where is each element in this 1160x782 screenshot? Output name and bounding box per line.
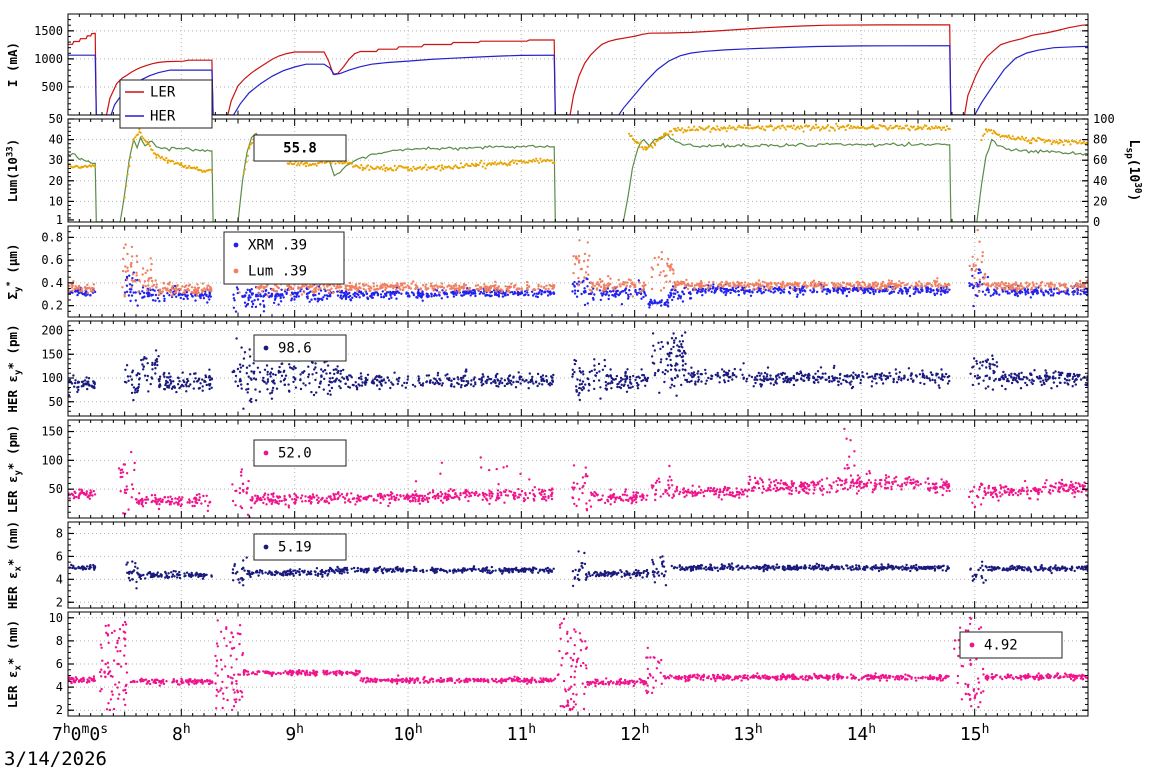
ticks	[67, 419, 1089, 519]
series-LER	[68, 24, 1088, 115]
annotation-ler-ey-stat: 52.0	[253, 439, 347, 467]
series-Lum	[68, 132, 1088, 222]
svg-text:30: 30	[49, 153, 63, 167]
gridlines	[68, 14, 1088, 115]
svg-text:80: 80	[1093, 133, 1107, 147]
annotation-ler-ex-stat: 4.92	[959, 631, 1063, 659]
svg-text:1500: 1500	[34, 24, 63, 38]
series-LumSize	[68, 226, 1088, 298]
svg-text:Σy* (μm): Σy* (μm)	[5, 243, 24, 299]
svg-text:0: 0	[1093, 215, 1100, 229]
svg-text:0.2: 0.2	[41, 299, 63, 313]
svg-text:40: 40	[1093, 174, 1107, 188]
svg-text:I (mA): I (mA)	[5, 42, 20, 87]
series-HERex	[68, 550, 1088, 590]
panel-sigma-y: 0.2 0.4 0.6 0.8 Σy* (μm)	[5, 225, 1089, 318]
ticks	[67, 13, 1089, 116]
series-HERey	[68, 321, 1088, 410]
gridlines	[68, 522, 1088, 608]
ticks	[67, 521, 1089, 609]
svg-text:1: 1	[56, 213, 63, 227]
svg-text:50: 50	[49, 112, 63, 126]
series-layer	[68, 122, 1088, 222]
series-layer	[68, 550, 1088, 590]
series-LERex	[68, 616, 1088, 712]
svg-text:0.6: 0.6	[41, 253, 63, 267]
series-layer	[68, 321, 1088, 410]
svg-text:1000: 1000	[34, 52, 63, 66]
svg-text:10: 10	[49, 194, 63, 208]
gridlines	[68, 321, 1088, 416]
ticks	[67, 320, 1089, 417]
svg-text:Lsp(1030): Lsp(1030)	[1123, 140, 1143, 202]
panel-luminosity: 1 10 20 30 40 50 0 20 40 60 80 100 Lsp(1030) Lum(1033…	[5, 112, 1143, 229]
svg-text:100: 100	[1093, 112, 1115, 126]
svg-text:20: 20	[1093, 194, 1107, 208]
svg-text:20: 20	[49, 174, 63, 188]
annotation-lum-stat: 55.8	[253, 134, 347, 162]
date-label: 3/14/2026	[4, 748, 107, 770]
ticks	[67, 611, 1089, 717]
svg-text:Lum(1033): Lum(1033)	[5, 139, 20, 203]
ticks	[67, 225, 1089, 318]
gridlines	[68, 119, 1088, 222]
gridlines	[68, 612, 1088, 716]
svg-text:60: 60	[1093, 153, 1107, 167]
svg-text:40: 40	[49, 133, 63, 147]
annotation-her-ey-stat: 98.6	[253, 334, 347, 362]
x-axis-labels: 7h0m0s 8h 9h 10h 11h 12h 13h 14h 15h	[52, 722, 989, 745]
gridlines	[68, 420, 1088, 518]
series-layer	[68, 226, 1088, 313]
svg-text:500: 500	[41, 80, 63, 94]
series-LERey	[68, 427, 1088, 518]
series-layer	[68, 616, 1088, 712]
series-HER	[68, 45, 1088, 115]
svg-text:0.8: 0.8	[41, 230, 63, 244]
annotation-her-ex-stat: 5.19	[253, 533, 347, 561]
series-layer	[68, 427, 1088, 518]
ticks	[67, 118, 1089, 223]
svg-text:0.4: 0.4	[41, 276, 63, 290]
gridlines	[68, 226, 1088, 317]
series-layer	[68, 24, 1088, 115]
